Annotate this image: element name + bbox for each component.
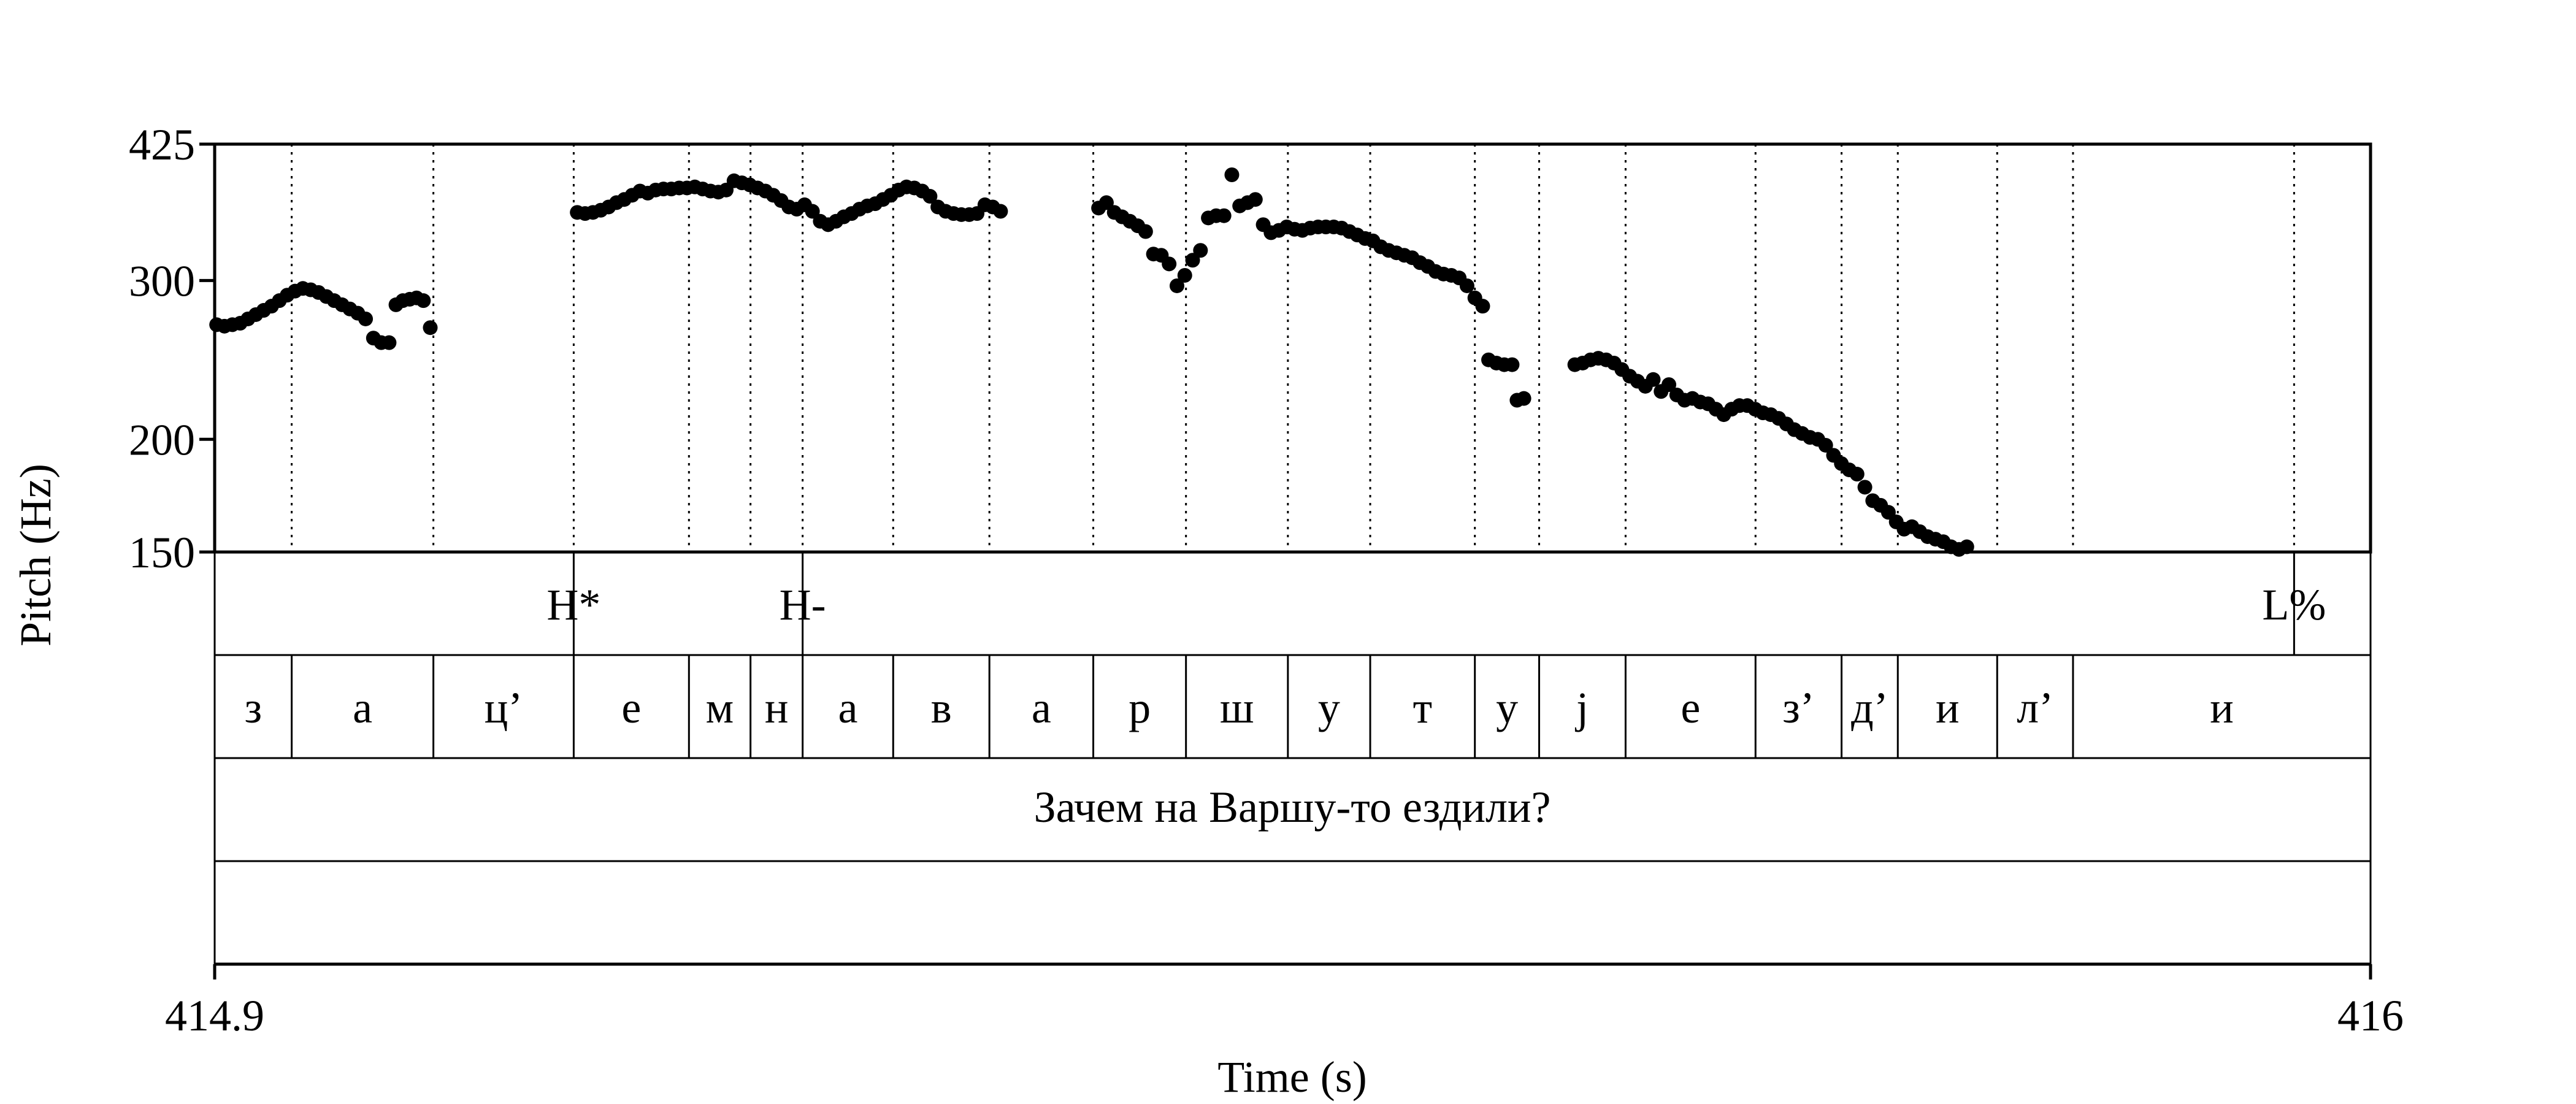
pitch-point (416, 293, 431, 309)
pitch-point (805, 204, 820, 219)
segment-label: у (1318, 683, 1340, 732)
segment-label: j (1574, 683, 1589, 732)
segment-label: м (706, 683, 734, 732)
pitch-point (1505, 357, 1520, 372)
tone-label: H- (780, 580, 826, 629)
annotation-tiers (213, 551, 2372, 965)
y-tick-label: 300 (129, 256, 195, 305)
tone-tier (213, 551, 2372, 656)
pitch-point (1459, 278, 1474, 293)
pitch-point (1516, 391, 1531, 406)
segment-label: и (1936, 683, 1960, 732)
y-axis-ticks: 425 300 200 150 (129, 120, 215, 577)
segment-label: а (1032, 683, 1051, 732)
pitch-point (993, 204, 1008, 219)
x-axis-ticks: 414.9 416 (165, 964, 2404, 1040)
y-tick-label: 150 (129, 528, 195, 577)
pitch-point (1475, 299, 1490, 314)
y-tick-label: 200 (129, 415, 195, 464)
pitch-point (1849, 467, 1865, 482)
segment-label: в (931, 683, 952, 732)
pitch-point (1818, 437, 1833, 453)
segment-label: а (838, 683, 857, 732)
x-tick-label: 414.9 (165, 991, 264, 1040)
pitch-point (381, 335, 397, 350)
plot-frame (213, 142, 2372, 554)
pitch-point (1138, 224, 1153, 239)
segment-label: н (765, 683, 789, 732)
pitch-point (1169, 278, 1184, 293)
pitch-point (1177, 267, 1192, 283)
pitch-point (1857, 480, 1873, 495)
segment-label: а (353, 683, 372, 732)
pitch-point (423, 320, 438, 335)
pitch-points (209, 167, 1974, 557)
segment-label: д’ (1851, 683, 1888, 732)
pitch-point (1662, 377, 1677, 393)
segment-label: е (621, 683, 641, 732)
segment-labels: з а ц’ е м н а в а р ш у т у j е з’ д’ и л’ и (245, 655, 2234, 758)
pitch-point (1185, 253, 1200, 268)
pitch-point (1162, 256, 1177, 272)
tone-label: H* (546, 580, 600, 629)
x-axis-label: Time (s) (1217, 1052, 1367, 1102)
segment-label: р (1129, 683, 1151, 732)
sentence-label: Зачем на Варшу-то ездили? (1034, 783, 1551, 832)
pitch-point (1216, 208, 1232, 223)
segment-label: з (245, 683, 262, 732)
segment-label: ш (1220, 683, 1254, 732)
segment-label: е (1681, 683, 1700, 732)
segment-label: з’ (1782, 683, 1814, 732)
segment-label: т (1413, 683, 1432, 732)
pitch-point (922, 189, 938, 204)
y-tick-label: 425 (129, 120, 195, 169)
tone-label: L% (2262, 580, 2326, 629)
segment-label: и (2210, 683, 2234, 732)
pitch-point (1193, 243, 1208, 258)
y-axis-label: Pitch (Hz) (11, 464, 60, 646)
pitch-point (1224, 167, 1240, 182)
segment-label: ц’ (485, 683, 523, 732)
tone-labels: H* H- L% (546, 552, 2326, 655)
pitch-point (1646, 372, 1661, 387)
empty-tier (213, 860, 2372, 965)
x-tick-label: 416 (2337, 991, 2404, 1040)
segment-label: у (1496, 683, 1518, 732)
pitch-point (358, 311, 374, 326)
pitch-point (1248, 192, 1263, 207)
segment-label: л’ (2017, 683, 2053, 732)
